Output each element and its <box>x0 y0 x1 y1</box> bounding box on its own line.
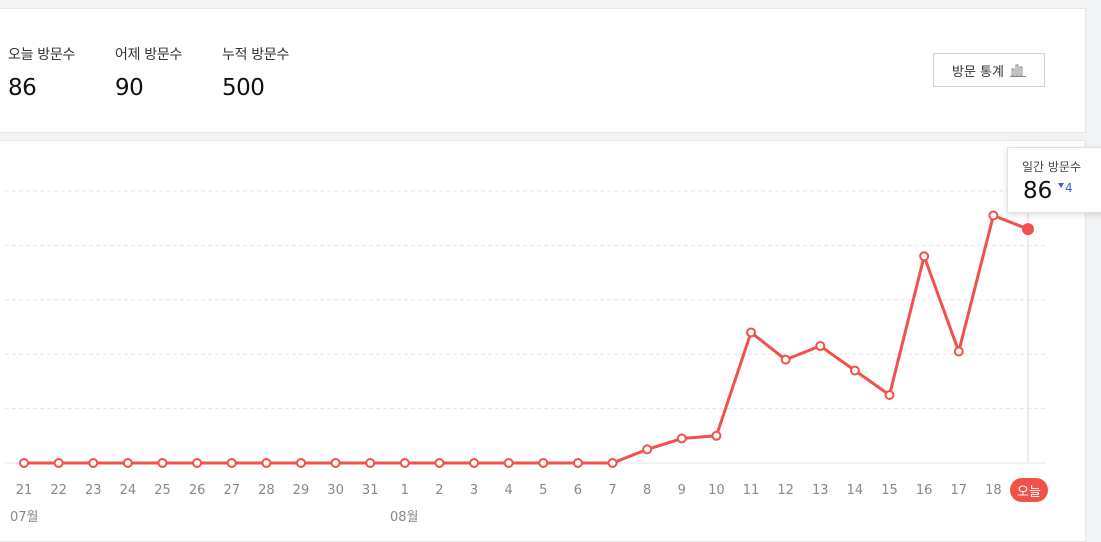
x-tick-label: 15 <box>881 483 898 498</box>
data-point[interactable] <box>676 433 687 444</box>
data-point[interactable] <box>538 458 549 468</box>
x-tick-label: 13 <box>811 483 829 498</box>
today-visits-value: 86 <box>8 75 37 101</box>
data-point-today[interactable] <box>1022 223 1034 236</box>
data-point[interactable] <box>849 365 860 376</box>
chart-tooltip: 일간 방문수 86 4 <box>1007 147 1101 213</box>
x-tick-label: 8 <box>643 483 652 498</box>
data-point[interactable] <box>953 346 964 357</box>
x-tick-label: 31 <box>361 483 379 498</box>
x-tick-label: 23 <box>84 483 102 498</box>
x-tick-label: 3 <box>469 483 479 498</box>
data-point[interactable] <box>884 390 895 400</box>
data-point[interactable] <box>988 210 999 221</box>
tooltip-value: 86 <box>1023 178 1053 204</box>
data-point[interactable] <box>434 458 445 468</box>
x-tick-label: 21 <box>15 483 33 498</box>
visit-stats-button-label: 방문 통계 <box>952 64 1004 80</box>
x-tick-label: 24 <box>119 483 137 498</box>
x-tick-label: 10 <box>708 483 725 498</box>
x-tick-label: 2 <box>435 483 444 498</box>
x-tick-today-badge: 오늘 <box>1010 478 1048 502</box>
x-tick-label: 5 <box>539 483 548 498</box>
x-tick-label: 12 <box>777 483 794 498</box>
x-tick-label: 26 <box>188 483 206 498</box>
data-point[interactable] <box>122 458 133 468</box>
x-tick-label: 9 <box>677 483 686 498</box>
data-point[interactable] <box>330 458 341 468</box>
month-label-aug: 08월 <box>390 510 419 525</box>
today-visits-label: 오늘 방문수 <box>8 47 76 63</box>
data-point[interactable] <box>469 458 480 468</box>
data-point[interactable] <box>261 458 272 468</box>
data-point[interactable] <box>192 458 203 468</box>
x-tick-label: 27 <box>223 483 240 498</box>
tooltip-label: 일간 방문수 <box>1022 160 1082 174</box>
x-tick-label: 28 <box>258 483 275 498</box>
series-line <box>24 213 1029 465</box>
tooltip-delta-value: 4 <box>1065 181 1073 195</box>
yesterday-visits-value: 90 <box>115 75 144 101</box>
data-point[interactable] <box>815 341 826 352</box>
x-tick-label: 4 <box>504 483 513 498</box>
tooltip-delta: 4 <box>1058 181 1073 195</box>
data-point[interactable] <box>711 430 722 441</box>
x-tick-label: 16 <box>915 483 933 498</box>
x-tick-label: 17 <box>950 483 968 498</box>
data-point[interactable] <box>572 458 583 468</box>
data-point[interactable] <box>365 458 376 468</box>
data-point[interactable] <box>53 458 64 468</box>
x-tick-label: 11 <box>742 483 760 498</box>
data-point[interactable] <box>295 458 306 468</box>
visit-stats-panel: 오늘 방문수 86 어제 방문수 90 누적 방문수 500 <box>0 8 1086 133</box>
x-tick-label: 7 <box>608 483 617 498</box>
data-point[interactable] <box>780 354 791 365</box>
visit-stats-button[interactable]: 방문 통계 <box>933 53 1045 87</box>
x-tick-label: 30 <box>327 483 344 498</box>
data-point[interactable] <box>607 458 618 468</box>
data-point[interactable] <box>919 251 930 262</box>
data-point[interactable] <box>746 327 757 338</box>
x-tick-label: 14 <box>846 483 864 498</box>
x-tick-label: 29 <box>292 483 310 498</box>
yesterday-visits-label: 어제 방문수 <box>115 47 183 63</box>
data-point[interactable] <box>642 444 653 455</box>
total-visits-label: 누적 방문수 <box>222 47 290 63</box>
visit-chart-panel <box>0 140 1086 542</box>
data-point[interactable] <box>226 458 237 468</box>
total-visits-value: 500 <box>222 75 265 101</box>
down-triangle-icon <box>1058 183 1064 188</box>
data-point[interactable] <box>19 458 29 468</box>
bar-chart-icon <box>1009 64 1026 77</box>
data-point[interactable] <box>88 458 99 468</box>
data-point[interactable] <box>157 458 168 468</box>
x-tick-label: 18 <box>985 483 1002 498</box>
data-point[interactable] <box>503 458 514 468</box>
x-tick-label: 6 <box>573 483 583 498</box>
visit-line-chart <box>5 172 1046 468</box>
x-tick-label: 22 <box>50 483 67 498</box>
data-point[interactable] <box>399 458 410 468</box>
x-tick-label: 25 <box>154 483 171 498</box>
month-label-jul: 07월 <box>10 510 39 525</box>
x-tick-label: 1 <box>400 483 409 498</box>
